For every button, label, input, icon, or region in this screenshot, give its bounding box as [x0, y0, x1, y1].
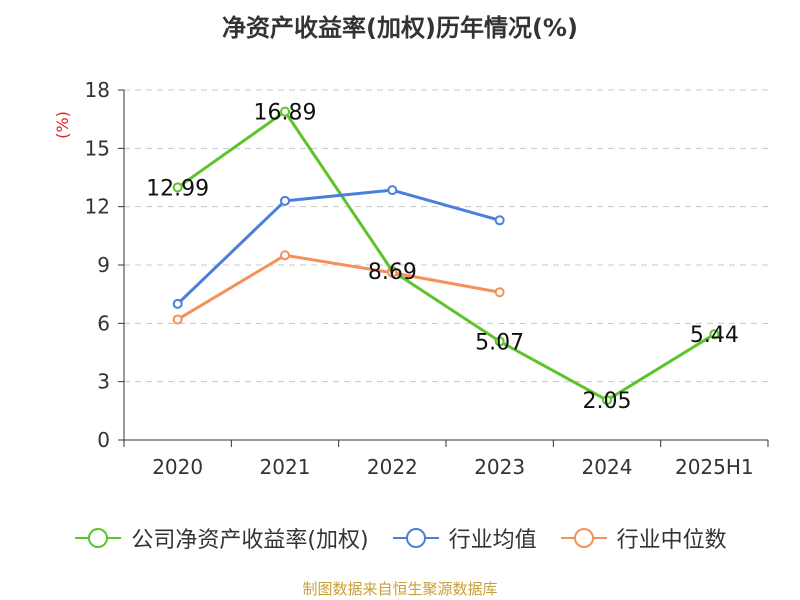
chart-title: 净资产收益率(加权)历年情况(%) [222, 14, 578, 42]
legend-item: 行业均值 [391, 522, 537, 554]
data-label: 5.07 [475, 330, 524, 355]
data-point [494, 287, 505, 298]
legend-label: 公司净资产收益率(加权) [131, 528, 369, 553]
series-lines [172, 106, 720, 406]
x-tick-label: 2020 [152, 455, 203, 479]
data-point [172, 298, 183, 309]
data-label: 12.99 [146, 176, 209, 201]
series-line-1 [176, 188, 501, 305]
data-point [280, 250, 290, 261]
series-line-0 [176, 110, 716, 402]
data-point [280, 195, 290, 206]
grid-lines [124, 89, 768, 383]
data-point [172, 314, 183, 325]
y-tick-label: 6 [97, 311, 110, 335]
legend-marker-icon [392, 528, 439, 548]
data-point [387, 267, 398, 278]
x-tick-label: 2024 [582, 455, 633, 479]
x-tick-label: 2023 [474, 455, 525, 479]
legend-item: 公司净资产收益率(加权) [73, 522, 369, 554]
x-tick-label: 2022 [367, 455, 418, 479]
footer-source: 制图数据来自恒生聚源数据库 [302, 580, 498, 598]
legend-marker-icon [560, 528, 607, 548]
data-point [494, 336, 505, 347]
data-point [172, 182, 183, 193]
data-point [494, 215, 505, 226]
series-line-2 [176, 253, 500, 321]
axes: 0 3 6 9 12 15 18 2020 2021 2022 2023 2024 2025H1 [85, 78, 769, 479]
data-label: 8.69 [368, 260, 417, 285]
data-label: 16.89 [254, 101, 317, 126]
y-axis-title: (%) [53, 111, 72, 139]
x-tick-label: 2025H1 [675, 455, 754, 479]
data-point [280, 106, 290, 117]
y-tick-label: 12 [85, 195, 110, 219]
data-labels: 12.99 16.89 8.69 5.07 2.05 5.44 [146, 101, 739, 415]
y-tick-label: 9 [97, 253, 110, 277]
data-label: 5.44 [690, 323, 739, 348]
legend: 公司净资产收益率(加权) 行业均值 行业中位数 [0, 520, 800, 556]
data-point [602, 395, 612, 406]
y-tick-label: 18 [85, 78, 110, 102]
y-tick-label: 3 [97, 370, 110, 394]
legend-marker-icon [75, 528, 122, 548]
y-tick-label: 15 [85, 136, 110, 160]
legend-label: 行业中位数 [616, 528, 727, 553]
y-tick-label: 0 [97, 428, 110, 452]
data-point [709, 329, 720, 340]
data-point [387, 185, 398, 196]
x-tick-label: 2021 [260, 455, 311, 479]
data-label: 2.05 [583, 389, 632, 414]
legend-label: 行业均值 [448, 528, 537, 553]
legend-item: 行业中位数 [559, 522, 727, 554]
